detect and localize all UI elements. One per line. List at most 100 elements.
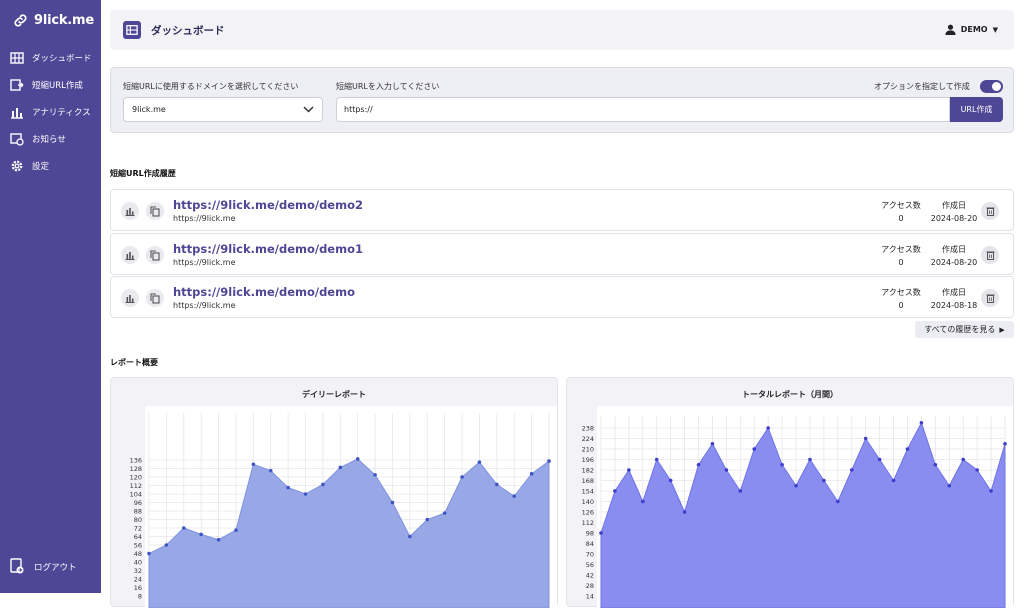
main-content: ダッシュボード DEMO ▼ 短縮URLに使用するドメインを選択してください 短… — [101, 0, 1024, 608]
sidebar-item-settings[interactable]: 設定 — [0, 152, 101, 179]
data-point — [495, 482, 499, 487]
y-tick-label: 210 — [582, 446, 594, 454]
data-point — [613, 489, 617, 493]
logout-button[interactable]: ログアウト — [10, 558, 77, 575]
history-row: https://9lick.me/demo/demo1 https://9lic… — [110, 233, 1014, 275]
analytics-icon — [10, 105, 24, 119]
short-url-link[interactable]: https://9lick.me/demo/demo2 — [173, 198, 363, 212]
y-tick-label: 126 — [582, 509, 594, 517]
trash-icon[interactable] — [981, 202, 999, 220]
data-point — [547, 459, 551, 463]
history-row: https://9lick.me/demo/demo https://9lick… — [110, 276, 1014, 318]
daily-report-card: デイリーレポート 8 16 24 32 40 48 56 64 72 80 88 96 104 112 12… — [110, 377, 558, 608]
sidebar-item-dashboard[interactable]: ダッシュボード — [0, 44, 101, 71]
created-date: 2024-08-20 — [930, 214, 978, 223]
data-point — [268, 468, 273, 473]
access-header: アクセス数 — [881, 201, 921, 210]
y-tick-label: 238 — [582, 425, 594, 433]
notice-icon — [10, 132, 24, 146]
data-point — [234, 528, 238, 532]
data-point — [251, 462, 256, 467]
sidebar-item-label: 設定 — [32, 161, 50, 172]
y-tick-label: 80 — [134, 516, 142, 524]
chart-title: トータルレポート（月間） — [742, 390, 838, 399]
created-date: 2024-08-18 — [930, 301, 978, 310]
link-icon — [14, 14, 27, 27]
copy-icon[interactable] — [146, 202, 164, 220]
data-point — [752, 447, 757, 451]
logo[interactable]: 9lick.me — [12, 12, 94, 29]
analytics-icon[interactable] — [121, 246, 139, 264]
sidebar-nav: ダッシュボード 短縮URL作成 アナリティクス お知らせ 設定 — [0, 44, 101, 179]
user-menu[interactable]: DEMO ▼ — [945, 24, 998, 35]
destination-url: https://9lick.me — [173, 301, 236, 310]
y-tick-label: 120 — [130, 474, 142, 482]
analytics-icon[interactable] — [121, 202, 139, 220]
y-tick-label: 72 — [134, 525, 142, 533]
y-tick-label: 56 — [134, 542, 142, 550]
sidebar-item-notice[interactable]: お知らせ — [0, 125, 101, 152]
y-tick-label: 168 — [582, 477, 594, 485]
data-point — [975, 468, 979, 472]
data-point — [390, 500, 395, 505]
y-tick-label: 14 — [586, 593, 594, 601]
sidebar-item-create-url[interactable]: 短縮URL作成 — [0, 71, 101, 98]
analytics-icon[interactable] — [121, 289, 139, 307]
logout-label: ログアウト — [34, 562, 77, 573]
create-url-button[interactable]: URL作成 — [950, 97, 1003, 122]
trash-icon[interactable] — [981, 289, 999, 307]
destination-url: https://9lick.me — [173, 258, 236, 267]
data-point — [286, 485, 290, 490]
data-point — [442, 511, 447, 515]
page-title: ダッシュボード — [151, 24, 225, 37]
data-point — [425, 517, 430, 522]
access-count: 0 — [898, 214, 904, 223]
option-label: オプションを指定して作成 — [874, 82, 970, 91]
data-point — [460, 475, 464, 479]
data-point — [724, 468, 729, 472]
data-point — [947, 483, 952, 488]
y-tick-label: 28 — [586, 582, 594, 590]
y-tick-label: 112 — [130, 482, 142, 490]
chevron-down-icon — [303, 106, 314, 113]
y-tick-label: 88 — [134, 508, 142, 516]
trash-icon[interactable] — [981, 246, 999, 264]
view-all-history-button[interactable]: すべての履歴を見る ▶ — [915, 321, 1014, 338]
data-point — [849, 468, 854, 472]
data-point — [696, 462, 701, 467]
data-point — [780, 462, 784, 467]
url-input-value: https:// — [344, 105, 373, 114]
data-point — [640, 499, 645, 504]
short-url-link[interactable]: https://9lick.me/demo/demo — [173, 285, 355, 299]
y-tick-label: 140 — [582, 498, 594, 506]
sidebar-item-analytics[interactable]: アナリティクス — [0, 98, 101, 125]
data-point — [891, 478, 896, 483]
caret-right-icon: ▶ — [999, 325, 1005, 334]
copy-icon[interactable] — [146, 289, 164, 307]
option-toggle[interactable] — [980, 80, 1003, 93]
sidebar-item-label: お知らせ — [32, 134, 66, 145]
chevron-down-icon: ▼ — [992, 25, 998, 34]
data-point — [836, 499, 840, 504]
history-row: https://9lick.me/demo/demo2 https://9lic… — [110, 189, 1014, 231]
y-tick-label: 64 — [134, 533, 142, 541]
data-point — [627, 468, 631, 472]
y-tick-label: 136 — [130, 457, 142, 465]
view-all-label: すべての履歴を見る — [924, 325, 996, 334]
short-url-link[interactable]: https://9lick.me/demo/demo1 — [173, 242, 363, 256]
data-point — [668, 478, 673, 483]
data-point — [738, 489, 743, 493]
y-tick-label: 112 — [582, 519, 594, 527]
domain-select[interactable]: 9lick.me — [123, 97, 323, 122]
data-point — [905, 447, 910, 451]
data-point — [961, 457, 966, 462]
data-point — [1003, 441, 1007, 446]
y-tick-label: 42 — [586, 572, 594, 580]
url-input[interactable]: https:// — [336, 97, 950, 122]
data-point — [794, 483, 798, 488]
data-point — [181, 526, 186, 530]
copy-icon[interactable] — [146, 246, 164, 264]
access-count: 0 — [898, 301, 904, 310]
report-title: レポート概要 — [110, 358, 158, 367]
